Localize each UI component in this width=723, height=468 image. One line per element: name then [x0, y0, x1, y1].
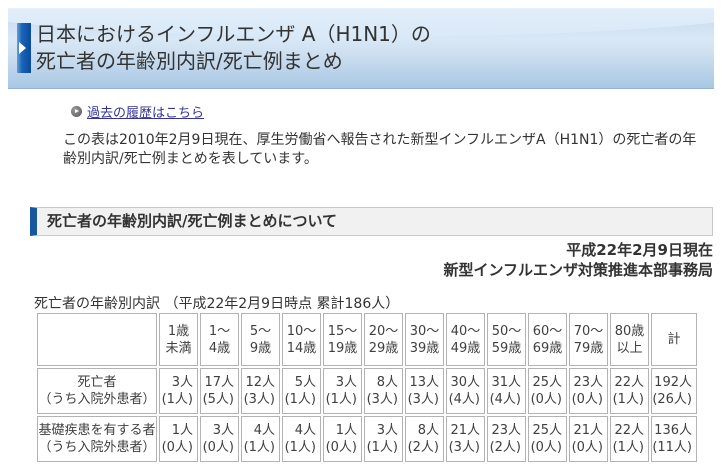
- intro-text: この表は2010年2月9日現在、厚生労働省へ報告された新型インフルエンザA（H1…: [63, 132, 697, 167]
- deaths-table: 1歳 未満 1～ 4歳 5～ 9歳 10～ 14歳 15～ 19歳 20～ 29歳 30～ …: [35, 311, 699, 464]
- section-title: 死亡者の年齢別内訳/死亡例まとめについて: [47, 212, 338, 230]
- value-cell: 3人 (1人): [323, 368, 362, 414]
- value-cell: 22人 (1人): [610, 416, 649, 462]
- page-title-line2: 死亡者の年齢別内訳/死亡例まとめ: [36, 49, 343, 73]
- value-cell: 23人 (0人): [569, 368, 608, 414]
- value-cell: 25人 (0人): [528, 368, 567, 414]
- value-cell: 4人 (1人): [282, 416, 321, 462]
- value-cell: 12人 (3人): [241, 368, 280, 414]
- value-cell: 1人 (0人): [323, 416, 362, 462]
- table-header-cell: 20～ 29歳: [364, 313, 403, 366]
- table-header-cell: 70～ 79歳: [569, 313, 608, 366]
- value-cell: 17人 (5人): [200, 368, 239, 414]
- value-cell: 3人 (1人): [364, 416, 403, 462]
- value-cell: 22人 (1人): [610, 368, 649, 414]
- value-cell: 13人 (3人): [405, 368, 444, 414]
- value-cell: 3人 (0人): [200, 416, 239, 462]
- table-header-cell: 計: [651, 313, 697, 366]
- table-caption: 死亡者の年齢別内訳 （平成22年2月9日時点 累計186人）: [34, 296, 400, 312]
- table-header-cell: 60～ 69歳: [528, 313, 567, 366]
- table-header-cell: 30～ 39歳: [405, 313, 444, 366]
- table-header-cell: 5～ 9歳: [241, 313, 280, 366]
- value-cell: 31人 (4人): [487, 368, 526, 414]
- row-label: 死亡者 （うち入院外患者）: [37, 368, 157, 414]
- arrow-right-icon: [19, 42, 26, 54]
- report-office: 新型インフルエンザ対策推進本部事務局: [443, 261, 713, 279]
- table-row: 死亡者 （うち入院外患者） 3人 (1人) 17人 (5人) 12人 (3人) 5人 (…: [37, 368, 697, 414]
- report-date: 平成22年2月9日現在: [566, 241, 713, 259]
- table-corner-cell: [37, 313, 157, 366]
- value-cell: 21人 (3人): [446, 416, 485, 462]
- page-title: 日本におけるインフルエンザ A（H1N1）の 死亡者の年齢別内訳/死亡例まとめ: [36, 21, 431, 75]
- value-cell: 23人 (2人): [487, 416, 526, 462]
- row-label: 基礎疾患を有する者 （うち入院外患者）: [37, 416, 157, 462]
- header-accent-bar: [17, 23, 31, 73]
- value-cell: 3人 (1人): [159, 368, 198, 414]
- value-cell: 136人 (11人): [651, 416, 697, 462]
- table-header-cell: 80歳 以上: [610, 313, 649, 366]
- value-cell: 25人 (0人): [528, 416, 567, 462]
- value-cell: 5人 (1人): [282, 368, 321, 414]
- table-header-cell: 10～ 14歳: [282, 313, 321, 366]
- circle-arrow-icon: [71, 106, 82, 117]
- table-header-cell: 15～ 19歳: [323, 313, 362, 366]
- value-cell: 21人 (0人): [569, 416, 608, 462]
- table-header-cell: 50～ 59歳: [487, 313, 526, 366]
- page-header: 日本におけるインフルエンザ A（H1N1）の 死亡者の年齢別内訳/死亡例まとめ: [8, 8, 714, 89]
- table-header-cell: 40～ 49歳: [446, 313, 485, 366]
- history-link[interactable]: 過去の履歴はこちら: [87, 106, 205, 121]
- history-link-row: 過去の履歴はこちら: [71, 101, 204, 121]
- table-header-cell: 1～ 4歳: [200, 313, 239, 366]
- table-header-row: 1歳 未満 1～ 4歳 5～ 9歳 10～ 14歳 15～ 19歳 20～ 29歳 30～ …: [37, 313, 697, 366]
- section-header: 死亡者の年齢別内訳/死亡例まとめについて: [30, 207, 713, 236]
- table-header-cell: 1歳 未満: [159, 313, 198, 366]
- page-title-line1: 日本におけるインフルエンザ A（H1N1）の: [36, 22, 431, 46]
- value-cell: 4人 (1人): [241, 416, 280, 462]
- value-cell: 8人 (2人): [405, 416, 444, 462]
- table-row: 基礎疾患を有する者 （うち入院外患者） 1人 (0人) 3人 (0人) 4人 (1人)…: [37, 416, 697, 462]
- report-meta: 平成22年2月9日現在 新型インフルエンザ対策推進本部事務局: [443, 240, 713, 280]
- value-cell: 192人 (26人): [651, 368, 697, 414]
- value-cell: 30人 (4人): [446, 368, 485, 414]
- value-cell: 8人 (3人): [364, 368, 403, 414]
- value-cell: 1人 (0人): [159, 416, 198, 462]
